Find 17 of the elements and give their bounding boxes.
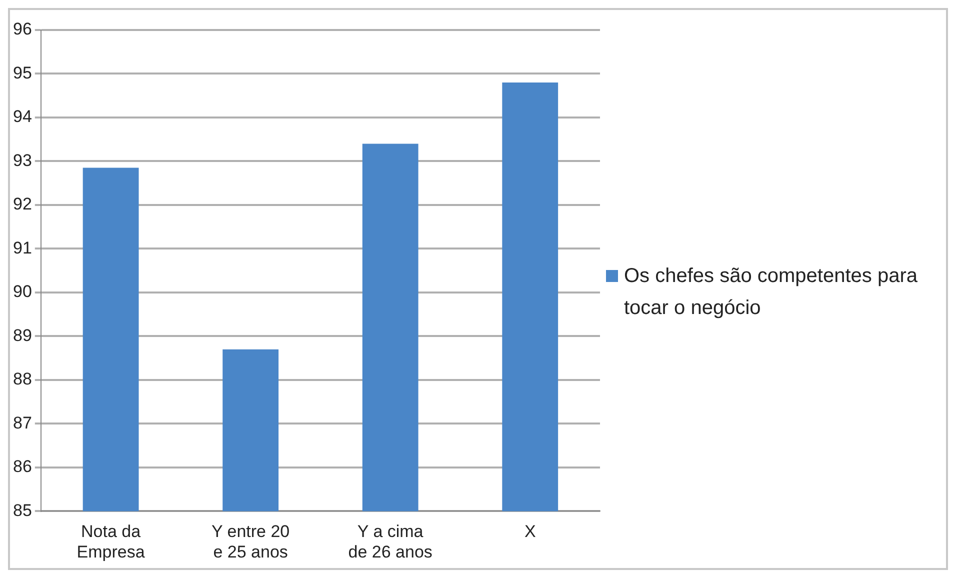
x-tick-label: Y entre 20 e 25 anos (212, 522, 290, 562)
y-tick-label: 87 (12, 413, 32, 432)
y-tick-label: 89 (12, 326, 32, 345)
y-tick-label: 93 (12, 150, 32, 170)
y-tick-label: 96 (12, 20, 32, 39)
y-tick-label: 92 (12, 194, 32, 214)
legend-label: Os chefes são competentes para tocar o negócio (624, 264, 918, 321)
y-tick-label: 91 (12, 238, 32, 258)
x-tick-label: X (524, 522, 536, 542)
y-tick-label: 90 (12, 282, 32, 302)
y-tick-label: 94 (12, 107, 32, 126)
y-tick-label: 85 (12, 500, 32, 520)
y-tick-label: 86 (12, 457, 32, 476)
x-tick-label: Nota da Empresa (76, 522, 146, 562)
y-tick-label: 88 (12, 370, 32, 389)
y-tick-label: 95 (12, 63, 32, 82)
x-tick-label: Y a cima de 26 anos (348, 522, 432, 562)
